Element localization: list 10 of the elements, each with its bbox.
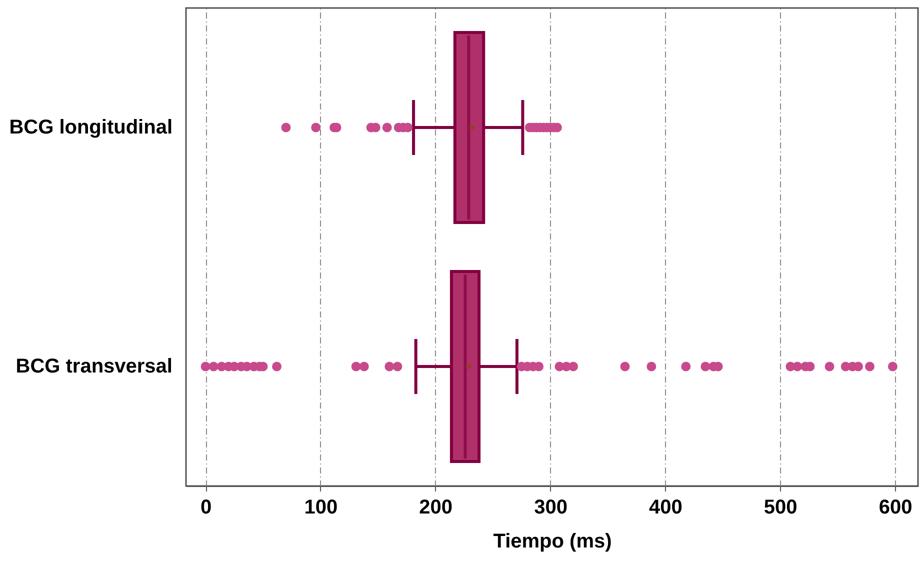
x-axis-title: Tiempo (ms) [493,530,612,552]
x-tick-label: 300 [534,496,568,518]
x-tick-label: 500 [764,496,798,518]
x-tick-label: 100 [304,496,338,518]
x-tick-label: 200 [419,496,453,518]
x-tick-label: 600 [878,496,912,518]
x-tick-label: 400 [649,496,682,518]
y-tick-label: BCG longitudinal [9,116,172,138]
y-tick-label: BCG transversal [16,356,172,378]
x-tick-label: 0 [200,496,212,518]
